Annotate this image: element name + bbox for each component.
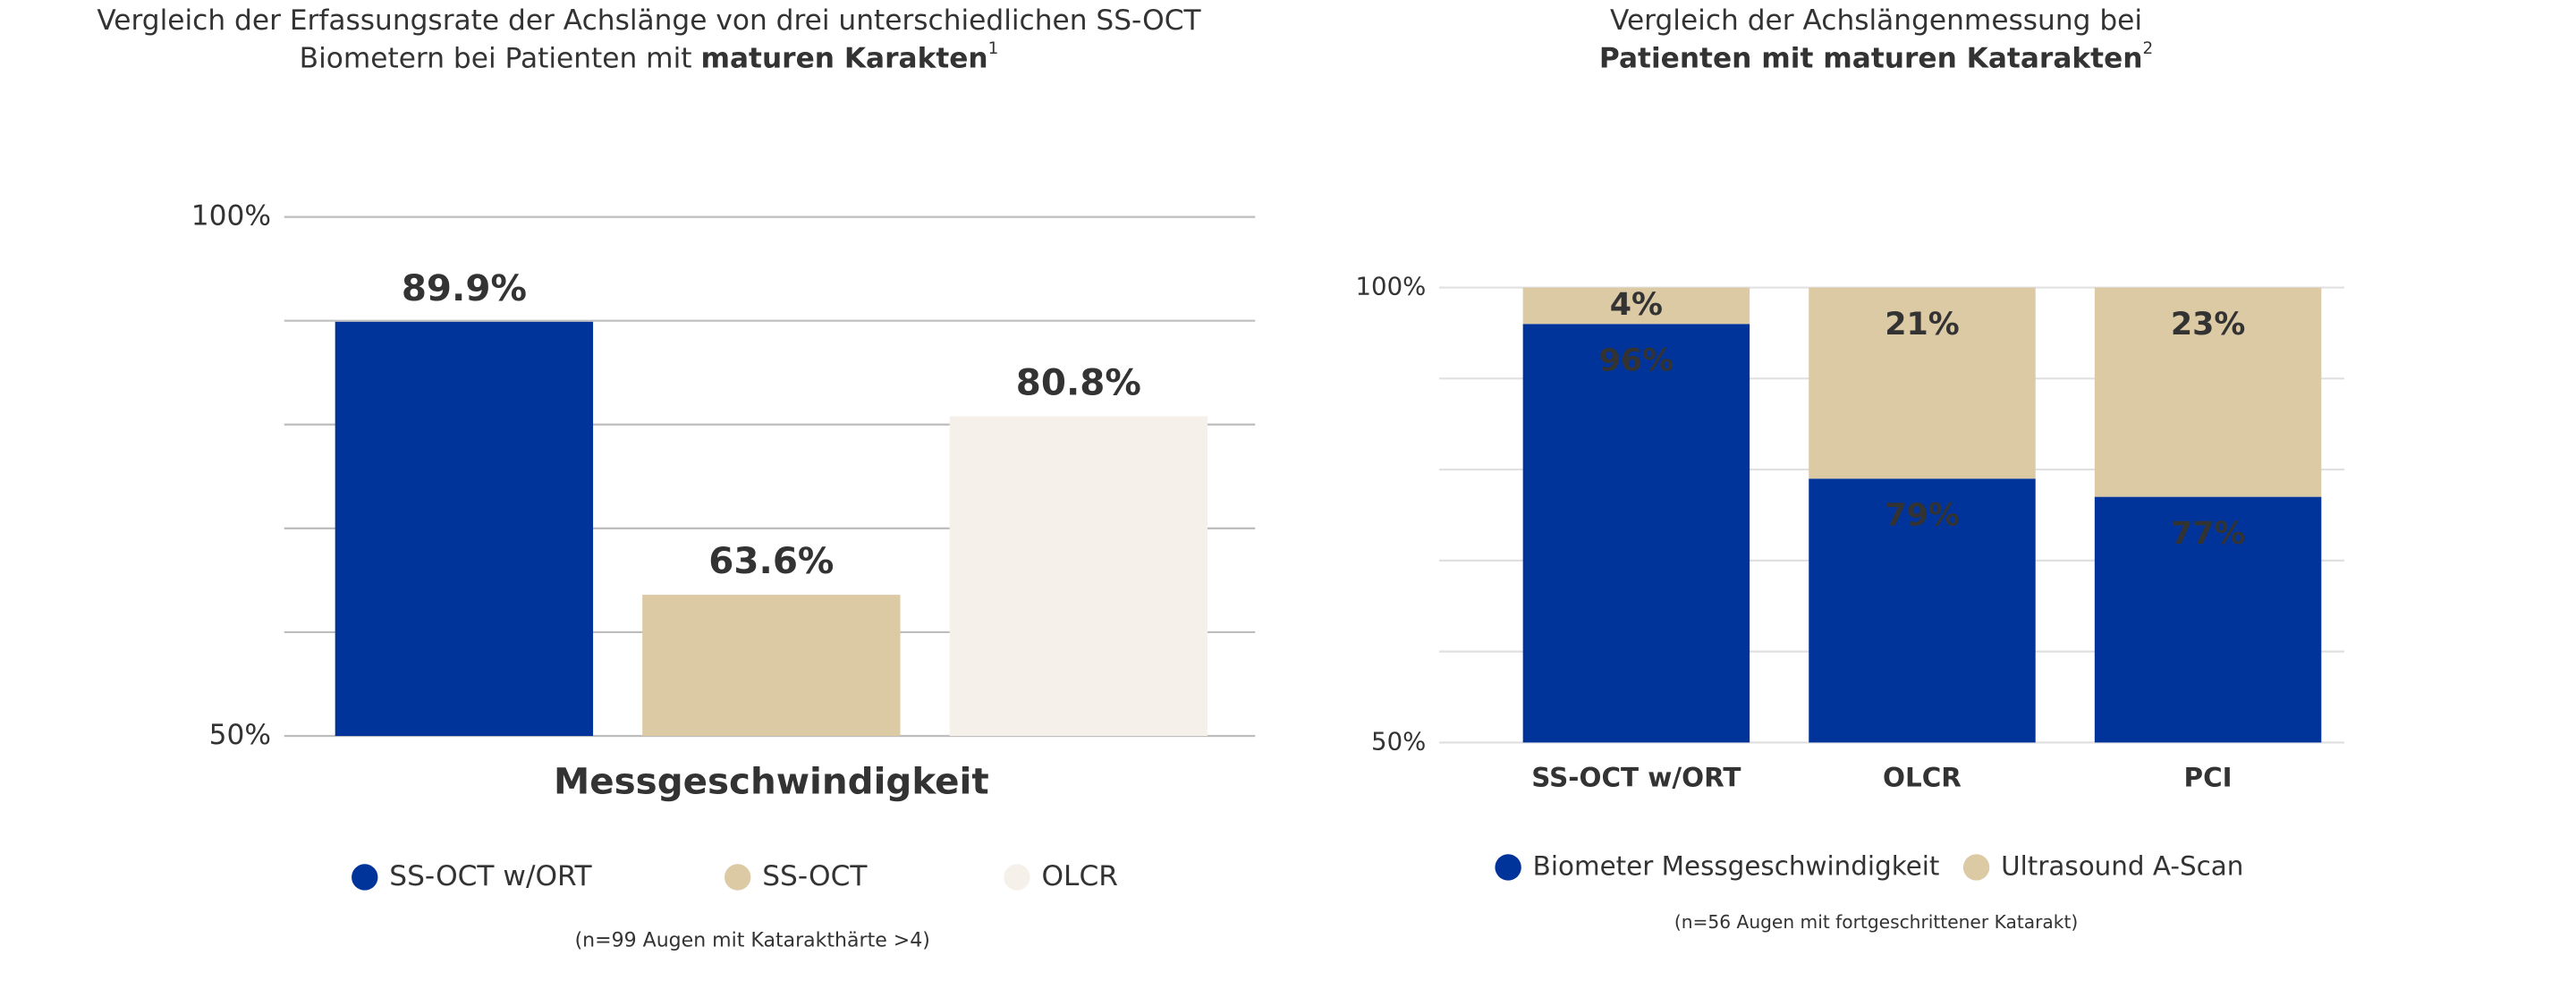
chart-title: Patienten mit maturen Katarakten2 [1599,39,2153,74]
value-label: 23% [2171,307,2245,342]
chart-title: Vergleich der Achslängenmessung bei [1610,4,2142,37]
title-line: Vergleich der Achslängenmessung bei [1610,4,2142,37]
title-note: 1 [988,39,999,58]
legend-label: SS-OCT [762,860,868,892]
legend-marker [1495,854,1521,881]
title-bold: Patienten mit maturen Katarakten [1599,42,2143,74]
legend-marker [1962,854,1990,881]
bar-segment [1809,287,2036,479]
value-label: 21% [1885,307,1959,342]
legend-label: OLCR [1041,860,1117,892]
legend-marker [1004,864,1030,891]
bar [642,595,901,736]
bar-segment [1522,287,1750,325]
legend-label: Biometer Messgeschwindigkeit [1533,850,1940,881]
title-line: Vergleich der Erfassungsrate der Achslän… [97,4,1201,37]
legend-marker [724,864,751,891]
value-label: 77% [2171,516,2245,552]
value-label: 80.8% [1016,361,1141,404]
title-note: 2 [2142,39,2153,58]
footnote: (n=99 Augen mit Katarakthärte >4) [575,930,930,952]
x-tick-label: OLCR [1883,762,1962,792]
y-tick-label: 50% [1371,727,1426,756]
x-axis-label: Messgeschwindigkeit [554,759,989,802]
y-tick-label: 100% [1356,273,1427,301]
legend-label: SS-OCT w/ORT [389,860,592,892]
x-tick-label: PCI [2184,762,2233,792]
footnote: (n=56 Augen mit fortgeschrittener Katara… [1674,911,2078,933]
value-label: 79% [1885,498,1959,534]
bar-segment [2094,287,2322,497]
bar-segment [2094,496,2322,743]
value-label: 63.6% [708,539,834,582]
y-tick-label: 50% [209,719,271,751]
bar [335,321,594,736]
x-tick-label: SS-OCT w/ORT [1531,762,1741,792]
value-label: 89.9% [402,266,527,309]
title-line: Biometern bei Patienten mit [300,42,692,74]
value-label: 4% [1610,287,1663,323]
bar [949,416,1208,736]
y-tick-label: 100% [191,200,271,232]
chart-title: Biometern bei Patienten mit maturen Kara… [300,39,999,74]
value-label: 96% [1599,343,1674,379]
bar-segment [1522,324,1750,743]
legend-label: Ultrasound A-Scan [2001,850,2243,881]
bar-segment [1809,478,2036,743]
title-bold: maturen Karakten [700,42,987,74]
legend-marker [352,864,378,891]
chart-title: Vergleich der Erfassungsrate der Achslän… [97,4,1201,37]
